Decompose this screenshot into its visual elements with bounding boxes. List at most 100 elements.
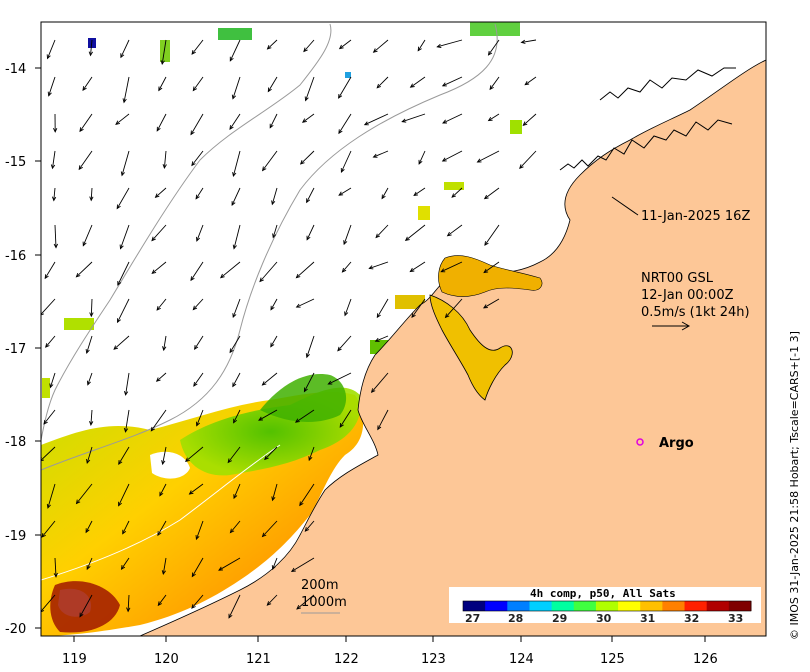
current-vector-head [294,418,300,423]
current-vector [418,150,426,165]
current-vector [272,557,278,570]
contour-200m [41,23,498,471]
current-vector-head [258,416,264,421]
current-vector [43,409,56,425]
current-vector [271,187,278,205]
current-vector [191,557,204,577]
current-vector [118,483,130,506]
current-vector-head [303,47,308,53]
current-vector-head [79,612,84,618]
current-vector-head [154,193,160,198]
current-vector-head [409,83,415,88]
current-vector [232,76,241,99]
current-vector-head [483,304,488,309]
current-vector-head [86,380,91,386]
x-axis: 119 120 121 122 123 124 125 126 [62,636,718,667]
current-vector-head [46,54,51,60]
current-vector-head [270,305,275,311]
current-vector-head [79,127,84,133]
y-tick-label: -14 [5,62,26,77]
current-vector [488,113,500,121]
current-vector-head [372,48,378,53]
current-vector [477,150,500,163]
current-vector [191,594,204,609]
current-vector [117,261,130,286]
current-vector-head [115,120,121,125]
current-vector [232,298,241,318]
current-vector [121,150,130,176]
current-vector-head [295,303,301,308]
current-vector-head [338,44,344,50]
current-vector [162,446,167,465]
current-vector [228,594,241,618]
current-vector-head [451,193,457,198]
colorbar-swatch [463,601,486,611]
current-vector-head [233,494,238,500]
current-vector [376,76,389,89]
coast-islands [599,67,736,101]
current-vector-head [188,490,194,495]
current-vector-head [520,39,526,44]
current-vector [159,483,167,496]
current-vector [122,520,130,534]
sst-speck [218,28,252,40]
current-vector-head [118,460,123,465]
current-vector [442,76,463,87]
current-vector [123,76,130,103]
current-vector [87,372,93,385]
current-vectors [41,39,537,619]
sst-speck [395,295,425,309]
y-tick-label: -17 [5,342,26,357]
colorbar-title: 4h comp, p50, All Sats [530,587,676,600]
current-vector [162,557,167,575]
colorbar-label: 33 [728,612,743,625]
current-vector [45,335,56,348]
current-vector [381,187,389,199]
credit-text: © IMOS 31-Jan-2025 21:58 Hobart; Tscale=… [788,331,801,640]
colorbar-label: 29 [552,612,567,625]
current-vector-head [303,387,308,393]
current-vector [79,594,93,617]
current-vector-head [261,166,267,172]
obs-time-pointer [611,196,639,216]
current-vector-head [327,380,333,385]
current-vector-head [120,53,125,59]
current-vector [306,224,315,240]
current-vector-head [271,496,276,502]
current-vector-head [89,196,94,202]
current-vector [189,483,204,495]
current-vector-head [53,572,58,578]
current-vector [231,187,241,206]
current-vector-head [487,50,493,56]
scale-arrow-icon [652,321,691,331]
current-vector [262,372,278,386]
current-vector-head [150,426,156,432]
current-vector [116,187,130,209]
current-vector-head [229,348,234,354]
current-vector-head [113,345,119,350]
current-vector [76,483,93,504]
current-vector [417,39,426,51]
current-vector-head [185,457,190,462]
current-vector-head [341,267,347,273]
current-vector [161,39,167,65]
current-vector-head [441,157,447,162]
current-vector-head [156,305,161,311]
current-scale-label: 0.5m/s (1kt 24h) [641,305,750,320]
current-vector-head [270,342,275,348]
current-vector-head [195,421,201,427]
current-vector-head [269,123,274,129]
current-time-label: 12-Jan 00:00Z [641,288,734,303]
sst-speck [345,72,351,78]
colorbar-swatch [507,601,530,611]
sst-speck [160,40,170,62]
current-vector-head [442,119,447,124]
current-vector-head [266,45,272,50]
current-vector [306,335,315,358]
current-vector [272,483,278,501]
current-vector-head [52,127,58,133]
current-vector-head [192,86,198,92]
current-vector-head [117,318,121,324]
current-vector-head [259,277,264,283]
